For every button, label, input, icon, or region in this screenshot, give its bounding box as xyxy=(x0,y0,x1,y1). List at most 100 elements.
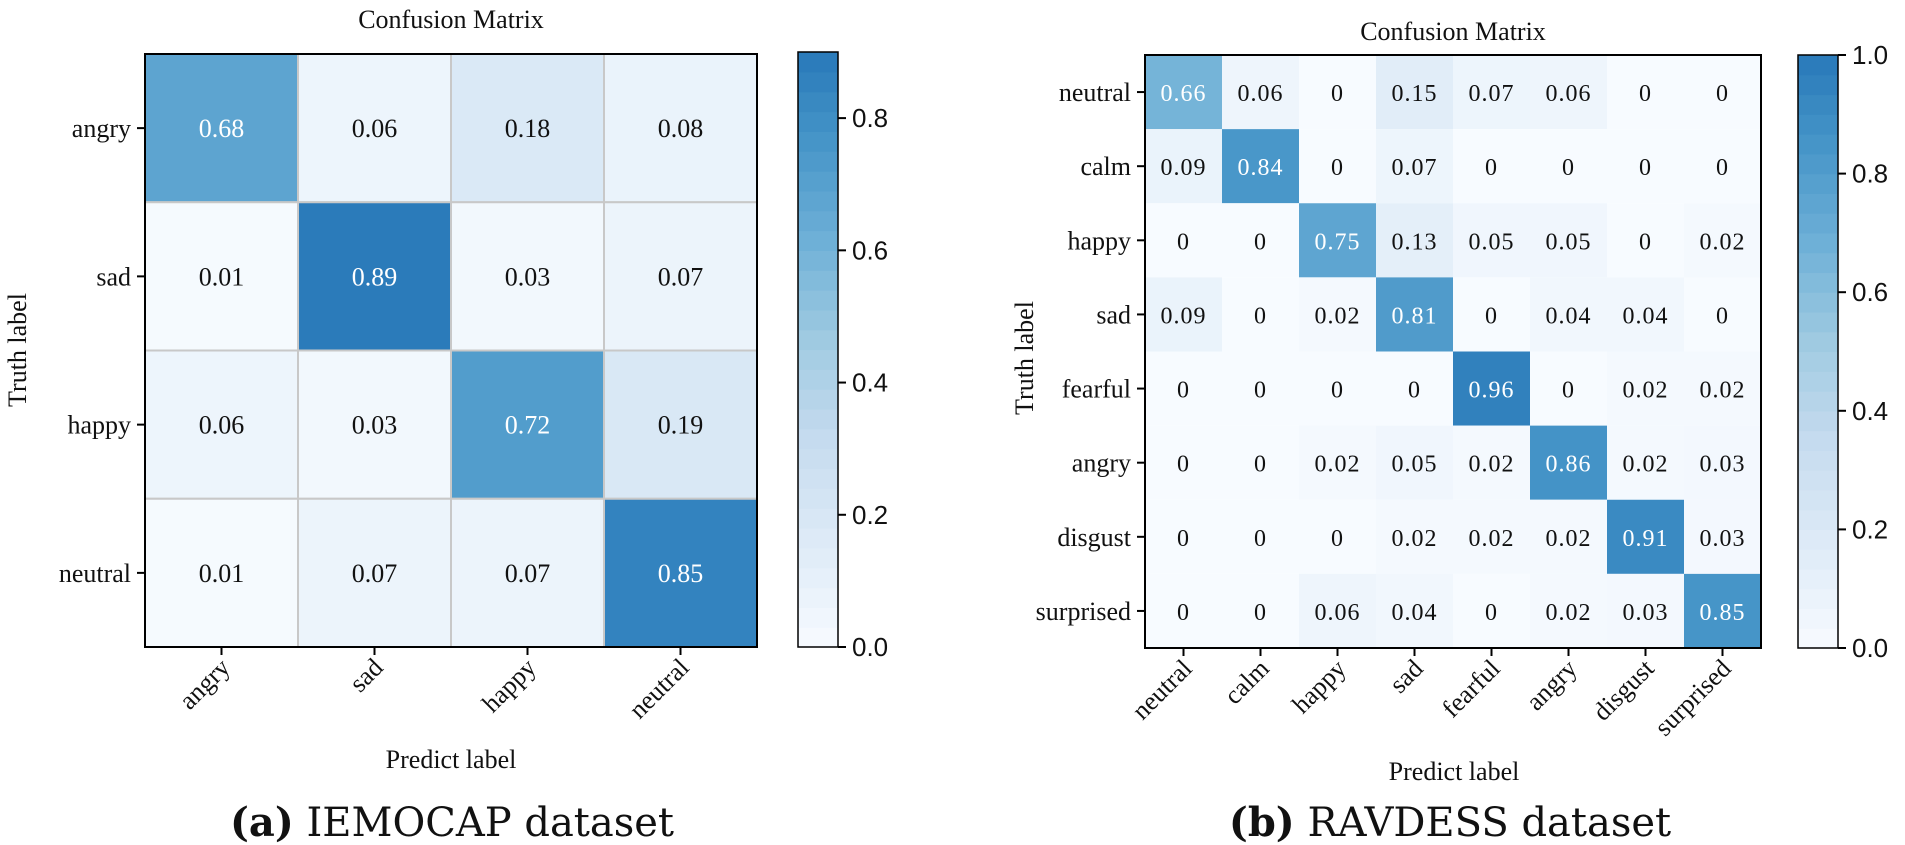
cell-value-label: 0 xyxy=(1254,229,1267,255)
colorbar-segment xyxy=(798,428,838,450)
heatmap-cell xyxy=(1607,203,1684,278)
x-tick-label: sad xyxy=(344,653,389,698)
cell-value-label: 0.72 xyxy=(505,411,551,440)
colorbar-frame xyxy=(797,51,839,648)
colorbar-segment xyxy=(798,230,838,251)
colorbar-segment xyxy=(1798,252,1838,274)
cell-value-label: 0.18 xyxy=(505,114,551,143)
colorbar-segment xyxy=(798,488,838,509)
heatmap-cell xyxy=(1222,573,1299,648)
colorbar-segment xyxy=(798,567,838,589)
cell-value-label: 0 xyxy=(1716,303,1729,329)
heatmap-cell xyxy=(1299,203,1376,278)
colorbar-segment xyxy=(798,171,838,192)
heatmap-cell xyxy=(1607,55,1684,130)
cell-value-label: 0.84 xyxy=(1238,155,1284,181)
colorbar-segment xyxy=(1798,292,1838,313)
heatmap-cell xyxy=(1453,425,1530,500)
colorbar-segment xyxy=(1798,470,1838,491)
colorbar-segment xyxy=(798,270,838,291)
cell-value-label: 0 xyxy=(1331,526,1344,552)
heatmap-cell xyxy=(1222,425,1299,500)
heatmap-cell xyxy=(1376,277,1453,352)
colorbar-segment xyxy=(798,111,838,132)
heatmap-cell xyxy=(1607,573,1684,648)
heatmap-cell xyxy=(1299,277,1376,352)
cell-value-label: 0 xyxy=(1254,378,1267,404)
heatmap-cell xyxy=(1684,573,1761,648)
heatmap-cell xyxy=(1530,499,1607,574)
panel-a-caption-text: IEMOCAP dataset xyxy=(306,800,674,845)
colorbar-segment xyxy=(1798,311,1838,333)
colorbar-tick-label: 0.6 xyxy=(852,235,888,265)
heatmap-cell xyxy=(1684,55,1761,130)
cell-value-label: 0.02 xyxy=(1315,303,1361,329)
panel-b-caption-label: (b) xyxy=(1229,799,1295,845)
x-tick-label: surprised xyxy=(1649,654,1737,742)
colorbar-tick-label: 0.0 xyxy=(852,632,888,662)
cell-value-label: 0.68 xyxy=(199,114,245,143)
cell-value-label: 0.85 xyxy=(1700,600,1746,626)
heatmap-cell xyxy=(1376,499,1453,574)
heatmap-cell xyxy=(1376,425,1453,500)
heatmap-cell xyxy=(1530,129,1607,204)
panel-b-caption: (b) RAVDESS dataset xyxy=(1229,799,1671,845)
colorbar-segment xyxy=(1798,391,1838,412)
cell-value-label: 0.02 xyxy=(1546,600,1592,626)
heatmap-cell xyxy=(603,53,758,204)
heatmap-cell xyxy=(1530,203,1607,278)
heatmap-cell xyxy=(1222,499,1299,574)
y-tick-label: calm xyxy=(1080,152,1131,181)
colorbar-segment xyxy=(1798,489,1838,511)
heatmap-cell xyxy=(1299,499,1376,574)
colorbar-tick-label: 0.0 xyxy=(1852,633,1888,663)
colorbar-segment xyxy=(798,290,838,311)
colorbar-segment xyxy=(1798,450,1838,471)
y-tick-label: angry xyxy=(72,114,131,143)
cell-value-label: 0.02 xyxy=(1700,229,1746,255)
x-tick-label: happy xyxy=(1286,654,1351,719)
colorbar-segment xyxy=(1798,134,1838,155)
heatmap-cell xyxy=(297,53,452,204)
cell-value-label: 0.04 xyxy=(1546,303,1592,329)
cell-value-label: 0.19 xyxy=(658,411,704,440)
colorbar-segment xyxy=(798,389,838,410)
colorbar-tick-label: 0.2 xyxy=(1852,514,1888,544)
cell-value-label: 0.05 xyxy=(1392,452,1438,478)
colorbar-segment xyxy=(798,528,838,549)
cell-value-label: 0.04 xyxy=(1623,303,1669,329)
colorbar-segment xyxy=(1798,628,1838,649)
heatmap-cell xyxy=(1222,277,1299,352)
cell-value-label: 0.66 xyxy=(1161,81,1207,107)
heatmap-cell xyxy=(1684,425,1761,500)
cell-value-label: 0.03 xyxy=(1623,600,1669,626)
y-tick-label: sad xyxy=(96,262,131,291)
panel-a-cells: 0.68 0.06 0.18 0.08 0.01 0.89 0.03 0.07 0.06 0.03… xyxy=(144,53,758,648)
cell-value-label: 0 xyxy=(1177,452,1190,478)
panel-b-colorbar: 0.0 0.2 0.4 0.6 0.8 1.0 xyxy=(1797,40,1888,663)
cell-value-label: 0 xyxy=(1716,81,1729,107)
heatmap-cell xyxy=(1453,573,1530,648)
panel-b-caption-text: RAVDESS dataset xyxy=(1307,800,1671,845)
colorbar-segment xyxy=(798,250,838,271)
y-tick-label: neutral xyxy=(59,559,131,588)
cell-value-label: 0 xyxy=(1716,155,1729,181)
cell-value-label: 0.96 xyxy=(1469,378,1515,404)
panel-b-ylabel: Truth label xyxy=(1010,301,1039,415)
heatmap-cell xyxy=(1376,55,1453,130)
colorbar-segment xyxy=(798,448,838,470)
cell-value-label: 0.81 xyxy=(1392,303,1438,329)
heatmap-cell xyxy=(1299,573,1376,648)
heatmap-cell xyxy=(1299,351,1376,426)
colorbar-segment xyxy=(1798,371,1838,392)
cell-value-label: 0.04 xyxy=(1392,600,1438,626)
colorbar-segment xyxy=(798,210,838,232)
cell-value-label: 0.05 xyxy=(1469,229,1515,255)
cell-value-label: 0.02 xyxy=(1623,378,1669,404)
colorbar-segment xyxy=(1798,272,1838,293)
colorbar-segment xyxy=(798,190,838,212)
panel-a-ylabel: Truth label xyxy=(3,293,32,407)
colorbar-segment xyxy=(1798,74,1838,96)
cell-value-label: 0.02 xyxy=(1392,526,1438,552)
cell-value-label: 0 xyxy=(1331,81,1344,107)
